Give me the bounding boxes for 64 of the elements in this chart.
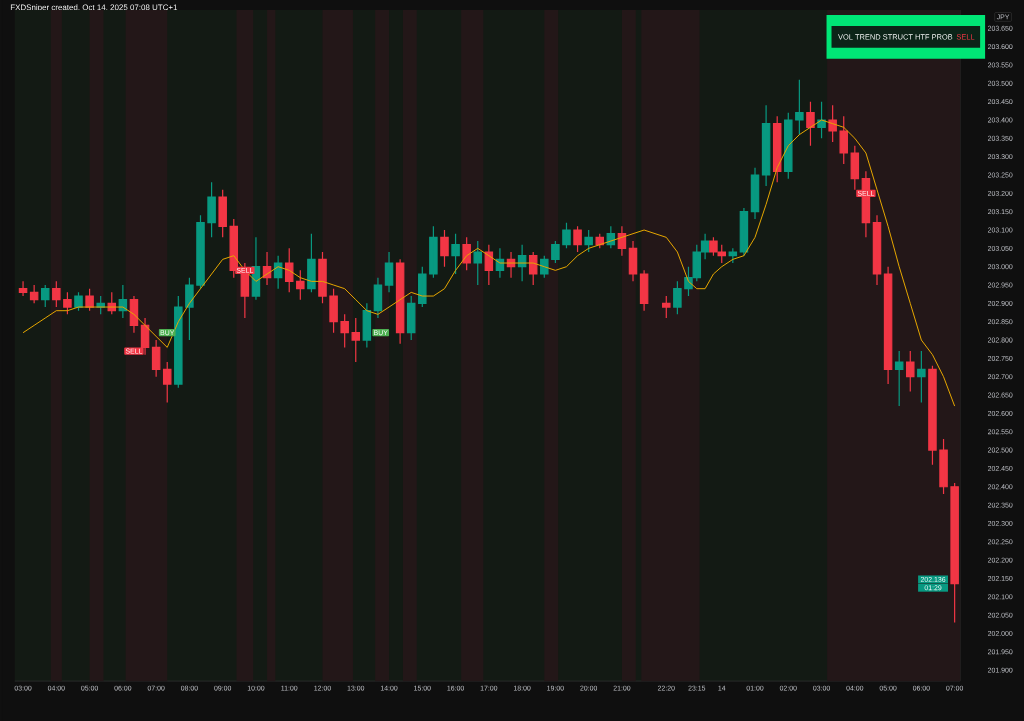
- candlestick: [151, 339, 161, 378]
- candlestick: [218, 189, 227, 238]
- candlestick: [174, 295, 183, 389]
- candlestick: [63, 291, 72, 315]
- candlestick: [329, 288, 338, 334]
- candlestick: [373, 277, 383, 319]
- candlestick: [29, 284, 39, 304]
- candlestick: [251, 236, 261, 301]
- candlestick: [795, 79, 804, 136]
- candlestick: [351, 317, 361, 363]
- candlestick: [384, 251, 394, 293]
- candlestick: [828, 104, 837, 143]
- candlestick: [806, 101, 815, 147]
- candlestick: [528, 251, 538, 286]
- candlestick: [440, 229, 449, 268]
- candlestick: [917, 350, 926, 403]
- candlestick: [673, 280, 682, 315]
- candlestick: [584, 229, 593, 253]
- candlestick: [883, 266, 893, 385]
- candlestick: [772, 115, 782, 183]
- candlestick: [617, 225, 627, 257]
- candlestick: [85, 288, 94, 312]
- candlestick: [894, 350, 904, 407]
- candlestick: [185, 277, 194, 341]
- candlestick: [340, 313, 349, 348]
- candlestick: [628, 240, 638, 282]
- candlestick: [284, 247, 294, 293]
- candlestick: [728, 247, 738, 264]
- candlestick: [74, 291, 83, 312]
- candlestick: [639, 269, 649, 312]
- candlestick: [906, 350, 915, 392]
- candlestick: [540, 255, 549, 279]
- candlestick: [40, 284, 50, 308]
- candlestick: [296, 269, 305, 301]
- candlestick: [207, 181, 216, 238]
- candlestick: [362, 302, 372, 348]
- candlestick: [418, 266, 427, 308]
- candlestick: [839, 115, 848, 165]
- candlestick: [318, 251, 327, 304]
- candlestick: [784, 112, 793, 180]
- candlestick: [18, 280, 28, 297]
- candlestick: [262, 251, 272, 286]
- candlestick: [850, 145, 860, 191]
- candlestick: [406, 295, 416, 341]
- candlestick: [162, 361, 172, 403]
- candlestick: [761, 104, 771, 187]
- candlestick: [928, 365, 937, 466]
- candlestick: [750, 167, 760, 220]
- candlestick: [562, 222, 571, 249]
- candlestick: [429, 225, 438, 279]
- candlestick: [939, 438, 948, 495]
- candlestick: [872, 214, 882, 286]
- candlestick: [817, 101, 826, 139]
- candlestick: [551, 240, 560, 264]
- candlestick: [273, 255, 283, 290]
- candlestick: [52, 280, 61, 308]
- candlestick: [573, 225, 582, 253]
- candlestick: [196, 214, 205, 290]
- candlestick: [451, 233, 460, 275]
- candlestick: [307, 233, 316, 293]
- candlestick: [950, 482, 959, 624]
- candlestick: [473, 240, 483, 286]
- candlestick: [462, 236, 471, 271]
- candlestick: [662, 295, 671, 319]
